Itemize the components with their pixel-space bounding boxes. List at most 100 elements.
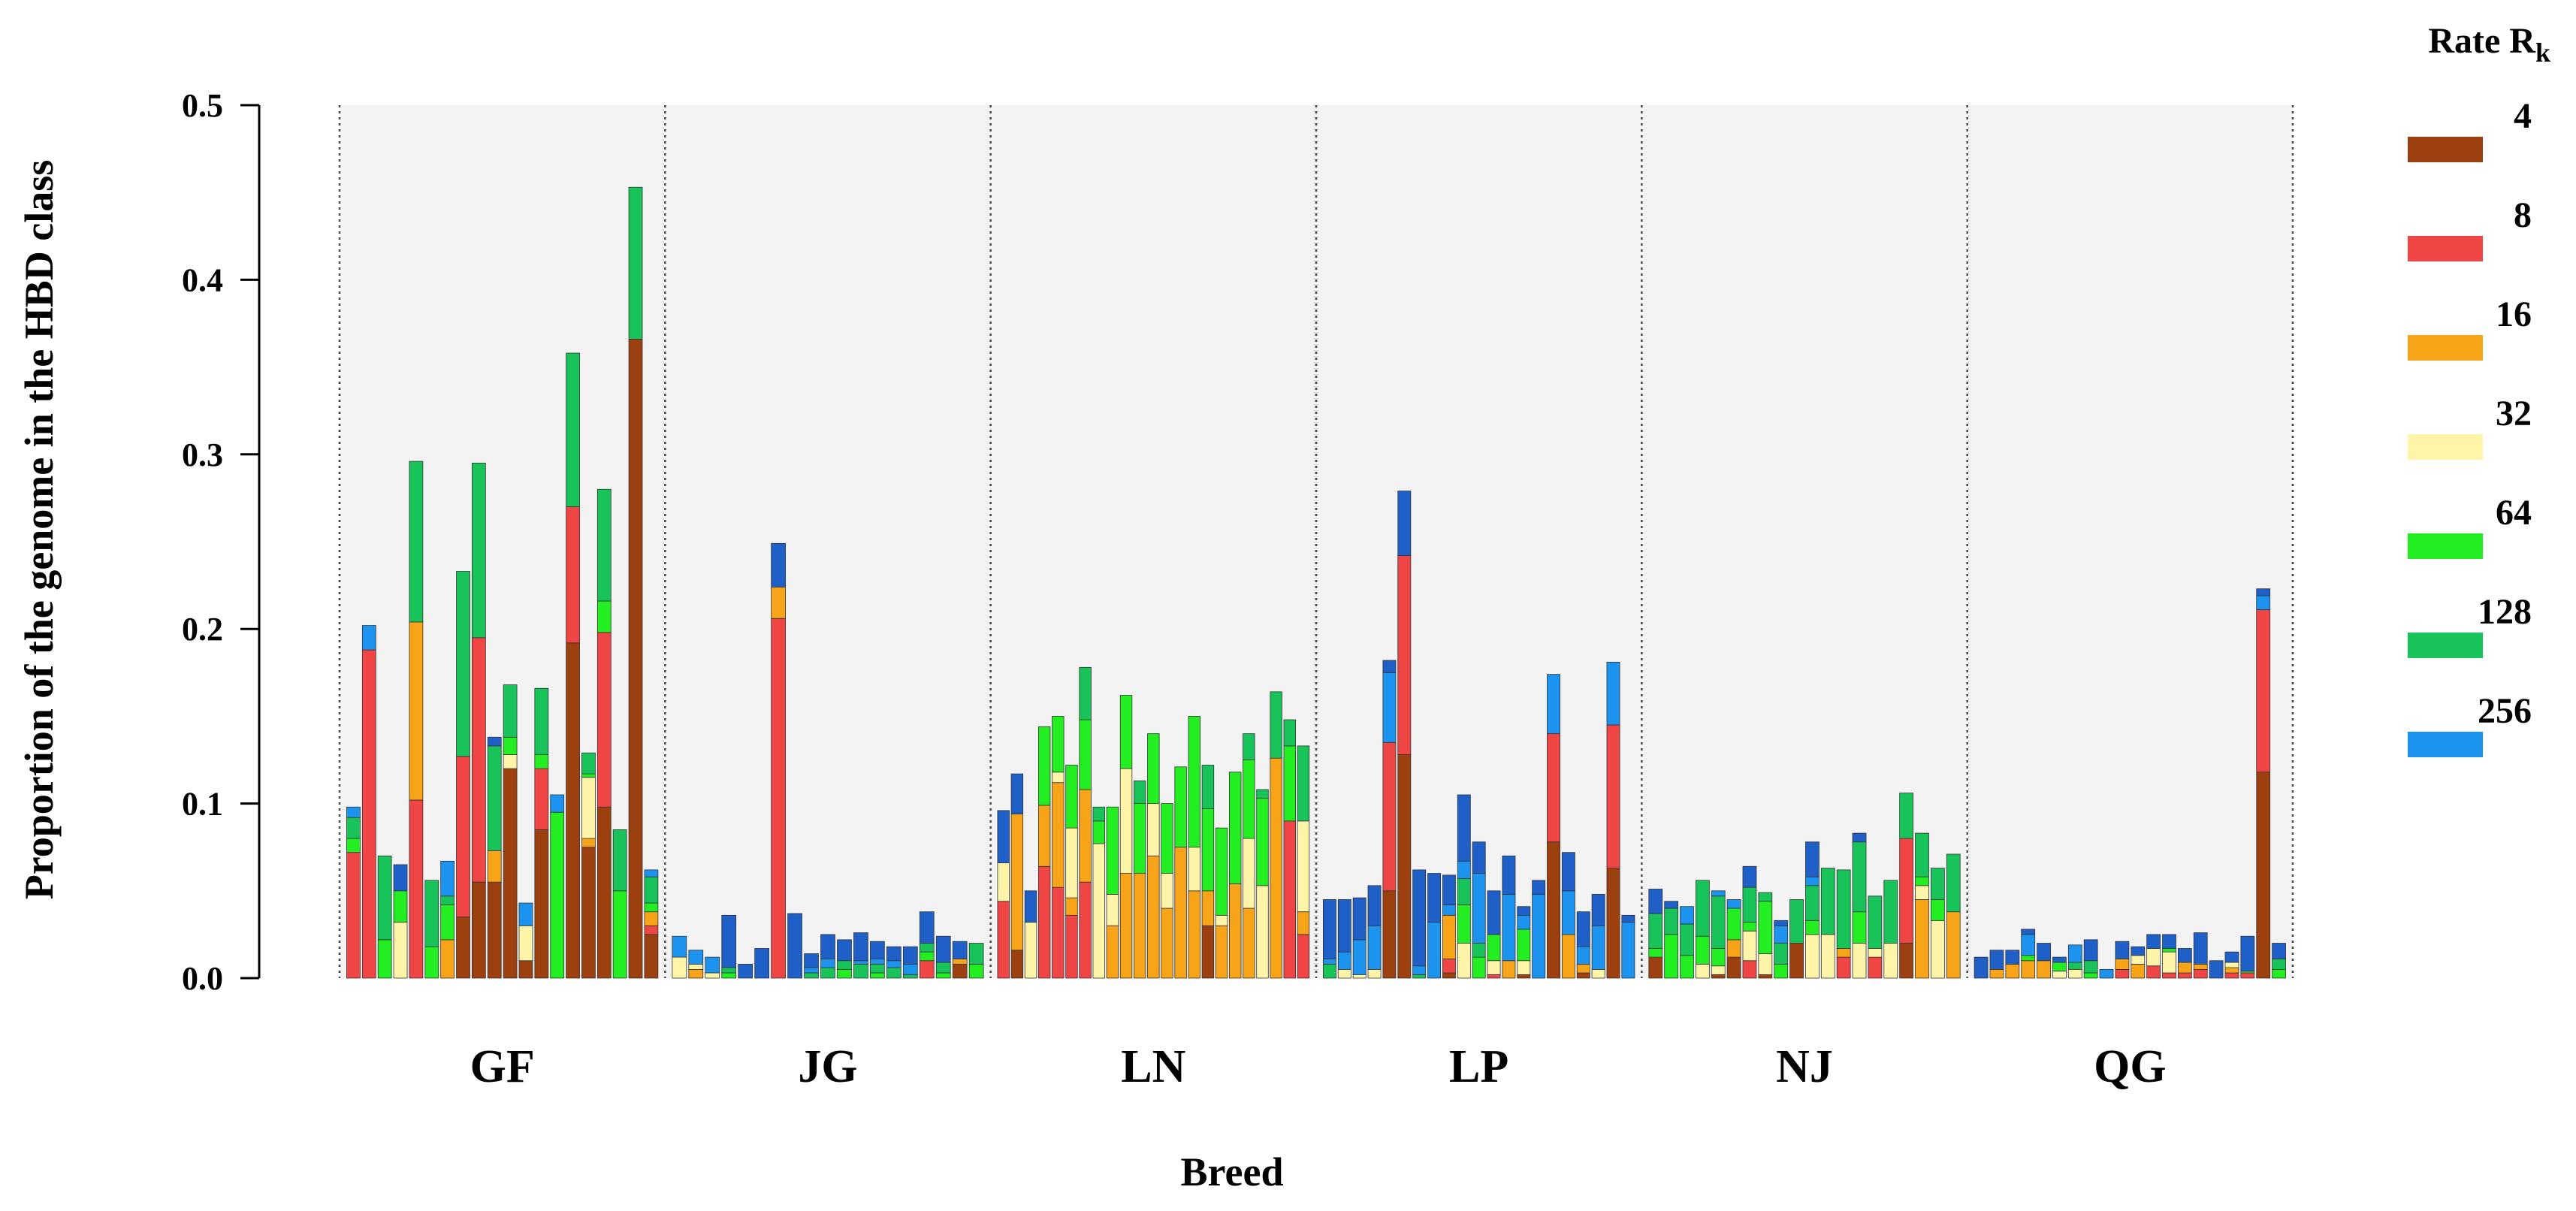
bar-LN-9: [1106, 806, 1119, 979]
bar-segment: [853, 960, 868, 965]
bar-segment: [1899, 838, 1914, 944]
bar-segment: [1412, 974, 1427, 979]
bar-segment: [2037, 943, 2051, 962]
bar-segment: [952, 964, 968, 979]
bar-LP-10: [1457, 794, 1471, 979]
group-label-QG: QG: [2094, 1041, 2166, 1092]
bar-segment: [1442, 874, 1456, 905]
bar-segment: [837, 960, 852, 970]
bar-segment: [1161, 873, 1173, 909]
bar-segment: [534, 829, 549, 979]
legend-label: 64: [2496, 493, 2532, 533]
bar-segment: [935, 962, 951, 974]
bar-segment: [1052, 782, 1065, 888]
bar-segment: [1382, 672, 1397, 743]
bar-segment: [2115, 959, 2130, 970]
bar-segment: [1836, 948, 1851, 958]
bar-GF-4: [393, 864, 408, 979]
bar-segment: [1742, 930, 1757, 962]
bar-segment: [1517, 960, 1531, 975]
bar-segment: [1427, 922, 1441, 979]
bar-segment: [837, 968, 852, 979]
bar-segment: [2146, 965, 2161, 979]
bar-segment: [2272, 943, 2286, 959]
bar-LN-16: [1201, 765, 1215, 979]
bar-segment: [1695, 880, 1710, 937]
bar-segment: [2005, 964, 2020, 979]
bar-segment: [1133, 780, 1146, 804]
bar-segment: [902, 974, 918, 979]
bar-segment: [997, 901, 1010, 979]
bar-LP-12: [1487, 890, 1501, 979]
legend-label: 128: [2478, 592, 2532, 632]
bar-segment: [2037, 960, 2051, 979]
bar-segment: [1517, 914, 1531, 930]
bar-segment: [1502, 855, 1516, 895]
bar-segment: [2177, 962, 2192, 974]
bar-segment: [1215, 827, 1228, 916]
bar-segment: [2272, 968, 2286, 979]
bar-segment: [1758, 892, 1773, 902]
bar-segment: [471, 463, 486, 639]
bar-segment: [1915, 885, 1929, 900]
bar-segment: [1256, 789, 1269, 799]
bar-segment: [1367, 925, 1382, 970]
bar-segment: [1352, 897, 1367, 941]
bar-segment: [628, 339, 643, 979]
bar-NJ-10: [1789, 899, 1804, 979]
bar-segment: [1742, 865, 1757, 888]
bar-segment: [997, 810, 1010, 864]
bar-segment: [997, 862, 1010, 902]
bar-segment: [471, 637, 486, 883]
bar-segment: [550, 811, 565, 979]
legend-swatch: [2408, 434, 2483, 460]
bar-JG-7: [771, 542, 786, 979]
bar-LN-5: [1052, 716, 1065, 979]
bar-segment: [672, 935, 687, 958]
bar-segment: [1457, 794, 1471, 862]
bar-NJ-5: [1711, 890, 1726, 979]
bar-JG-4: [721, 914, 737, 979]
bar-GF-2: [361, 625, 376, 979]
bar-segment: [1711, 965, 1726, 975]
bar-GF-6: [424, 880, 439, 979]
bar-GF-8: [456, 571, 470, 979]
bar-segment: [409, 799, 424, 979]
bar-JG-5: [738, 964, 753, 979]
bar-segment: [596, 600, 612, 633]
bar-segment: [1092, 806, 1105, 822]
bar-JG-12: [853, 932, 868, 979]
group-separators: [338, 105, 2294, 978]
bar-NJ-14: [1852, 832, 1867, 979]
bar-QG-4: [2021, 929, 2036, 979]
bar-segment: [1836, 869, 1851, 949]
bar-QG-13: [2162, 934, 2176, 979]
bar-LP-7: [1412, 869, 1427, 979]
bar-segment: [2162, 934, 2176, 949]
bar-segment: [1561, 934, 1575, 979]
bar-segment: [1065, 914, 1078, 979]
bar-segment: [1065, 765, 1078, 829]
bars-layer: [346, 186, 2286, 979]
bar-segment: [361, 649, 376, 979]
bar-segment: [1092, 843, 1105, 979]
bar-segment: [1092, 820, 1105, 844]
bar-segment: [721, 967, 737, 974]
bar-NJ-17: [1899, 793, 1914, 979]
bar-segment: [853, 932, 868, 962]
bar-segment: [596, 488, 612, 602]
bar-segment: [2224, 962, 2239, 968]
bar-segment: [1621, 922, 1635, 979]
bar-segment: [968, 943, 984, 965]
bar-segment: [1052, 716, 1065, 773]
bar-segment: [1106, 894, 1119, 926]
bar-segment: [1820, 868, 1835, 935]
bar-segment: [804, 972, 819, 979]
bar-segment: [1974, 956, 1989, 979]
bar-LP-20: [1606, 661, 1620, 979]
bar-segment: [534, 687, 549, 755]
bar-JG-3: [705, 956, 720, 979]
bar-segment: [566, 506, 580, 644]
bar-LN-2: [1010, 773, 1024, 979]
bar-JG-2: [688, 950, 704, 979]
